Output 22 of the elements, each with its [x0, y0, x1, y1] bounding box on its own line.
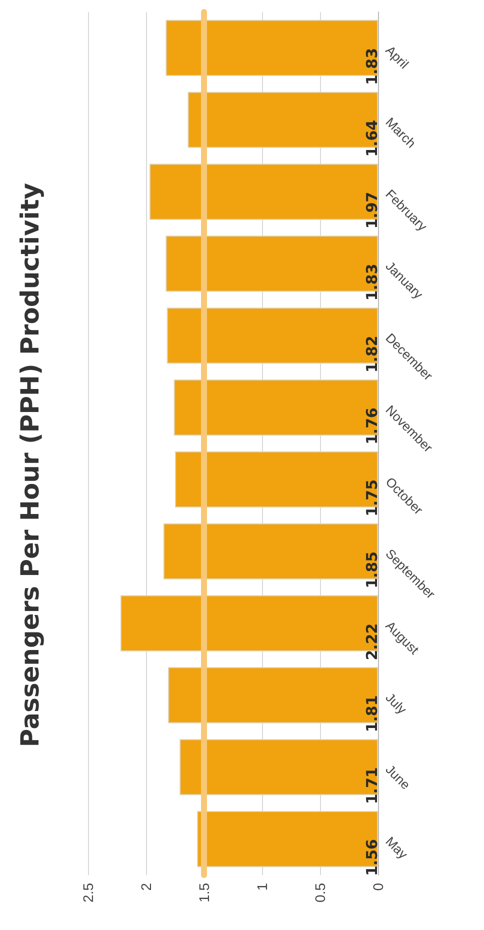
data-label: 1.81 — [363, 695, 381, 732]
text: Passengers Per Hour (PPH) Productivity — [16, 182, 44, 748]
data-label: 1.82 — [363, 336, 381, 373]
data-label: 1.97 — [363, 192, 381, 229]
data-label: 1.75 — [363, 479, 381, 516]
data-label: 2.22 — [363, 623, 381, 660]
y-tick-label: July — [382, 690, 410, 718]
data-label: 1.83 — [363, 264, 381, 301]
data-label: 1.85 — [363, 551, 381, 588]
x-tick-label: 0 — [370, 882, 386, 891]
data-label: 1.83 — [363, 48, 381, 85]
x-tick-label: 0.5 — [312, 882, 328, 902]
data-label: 1.76 — [363, 408, 381, 445]
data-label: 1.56 — [363, 839, 381, 876]
x-tick-label: 1 — [254, 882, 270, 891]
y-tick-label: April — [382, 42, 412, 72]
x-tick-label: 2 — [138, 882, 154, 891]
y-tick-label: May — [382, 834, 412, 862]
data-label: 1.71 — [363, 767, 381, 804]
data-label: 1.64 — [363, 120, 381, 157]
x-tick-label: 2.5 — [80, 882, 96, 902]
x-tick-label: 1.5 — [196, 882, 212, 902]
